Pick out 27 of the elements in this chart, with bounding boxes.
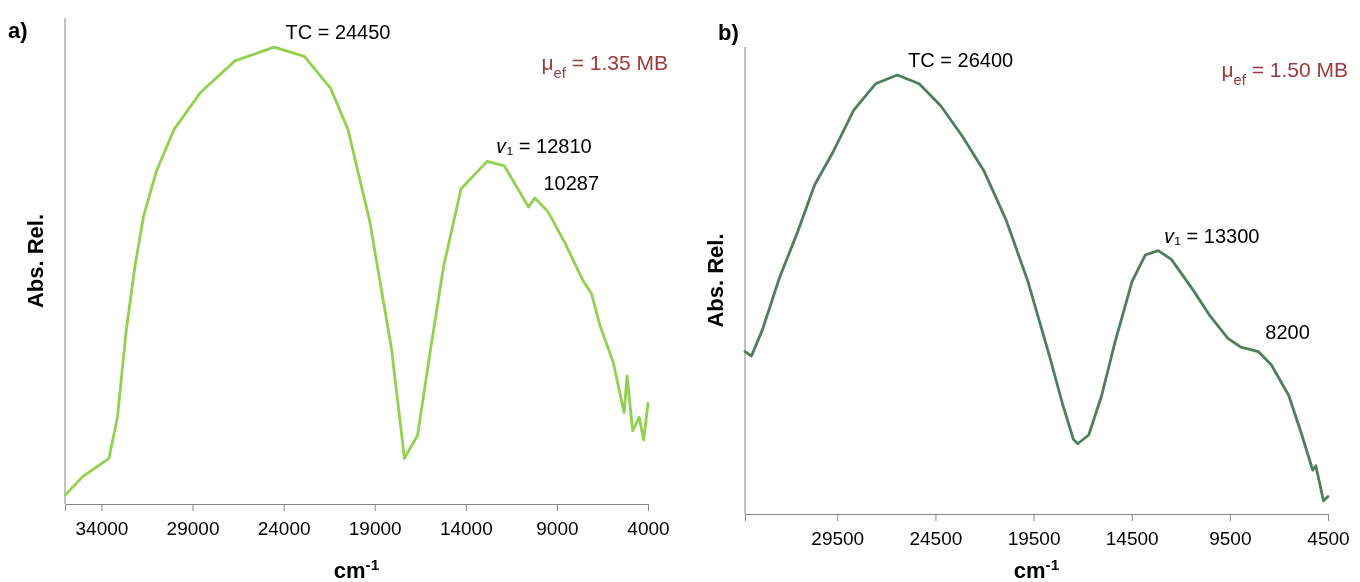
x-tick-label: 29500 <box>811 527 865 549</box>
x-tick-label: 9500 <box>1209 527 1252 549</box>
annotation: TC = 24450 <box>285 21 391 44</box>
x-tick-label: 14500 <box>1105 527 1159 549</box>
chart-title: a) <box>8 18 28 43</box>
chart-title: b) <box>718 20 739 45</box>
annotation: μ$_{ef}$ = 1.50 MB <box>1221 58 1348 88</box>
x-tick-label: 19500 <box>1007 527 1061 549</box>
annotation: 𝑣₁ = 13300 <box>1165 224 1260 247</box>
annotation: 8200 <box>1265 321 1310 344</box>
x-tick-label: 19000 <box>348 517 402 539</box>
annotation: 𝑣₁ = 12810 <box>497 135 592 158</box>
x-tick-label: 4500 <box>1307 527 1350 549</box>
x-axis-title: cm$^{-1}$ <box>1013 555 1060 582</box>
x-tick-label: 34000 <box>75 517 129 539</box>
x-tick-label: 24000 <box>257 517 311 539</box>
x-tick-label: 24500 <box>909 527 963 549</box>
annotation: TC = 26400 <box>908 49 1014 72</box>
y-axis-title: Abs. Rel. <box>23 213 48 309</box>
x-tick-label: 4000 <box>627 517 670 539</box>
annotation: μ$_{ef}$ = 1.35 MB <box>541 51 668 81</box>
x-tick-label: 9000 <box>536 517 579 539</box>
y-axis-title: Abs. Rel. <box>703 233 728 328</box>
x-axis-title: cm$^{-1}$ <box>333 555 380 582</box>
x-tick-label: 29000 <box>166 517 220 539</box>
x-tick-label: 14000 <box>439 517 493 539</box>
annotation: 10287 <box>543 171 600 194</box>
